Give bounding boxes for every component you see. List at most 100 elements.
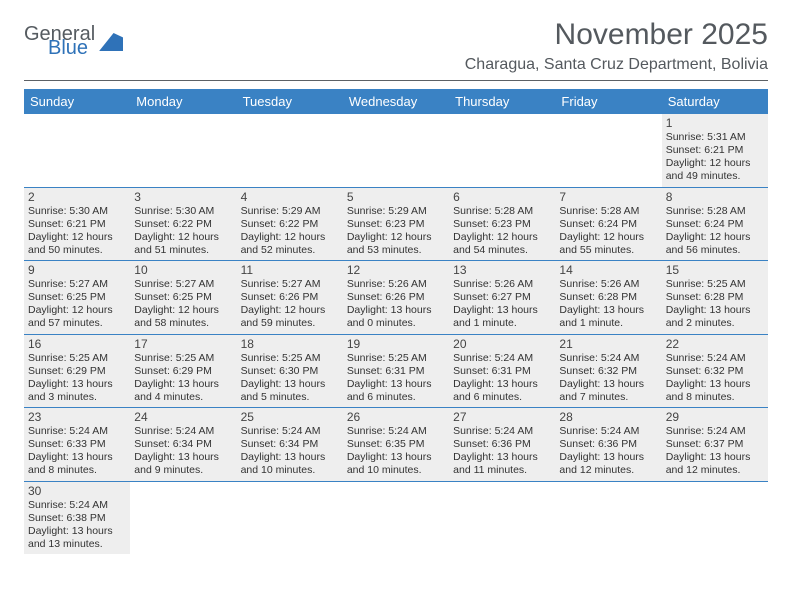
- sunset-text: Sunset: 6:21 PM: [666, 144, 764, 157]
- day-number: 23: [28, 410, 126, 424]
- week-row: 1Sunrise: 5:31 AMSunset: 6:21 PMDaylight…: [24, 114, 768, 188]
- sunrise-text: Sunrise: 5:24 AM: [241, 425, 339, 438]
- day-number: 11: [241, 263, 339, 277]
- daylight-text: Daylight: 13 hours and 9 minutes.: [134, 451, 232, 477]
- day-cell: 28Sunrise: 5:24 AMSunset: 6:36 PMDayligh…: [555, 408, 661, 481]
- sunrise-text: Sunrise: 5:25 AM: [241, 352, 339, 365]
- month-title: November 2025: [465, 18, 768, 52]
- day-cell: 21Sunrise: 5:24 AMSunset: 6:32 PMDayligh…: [555, 335, 661, 408]
- day-number: 17: [134, 337, 232, 351]
- day-cell: [555, 114, 661, 187]
- day-cell: 20Sunrise: 5:24 AMSunset: 6:31 PMDayligh…: [449, 335, 555, 408]
- sunrise-text: Sunrise: 5:25 AM: [134, 352, 232, 365]
- day-number: 27: [453, 410, 551, 424]
- day-cell: [343, 482, 449, 555]
- day-number: 1: [666, 116, 764, 130]
- day-number: 9: [28, 263, 126, 277]
- sunrise-text: Sunrise: 5:26 AM: [559, 278, 657, 291]
- day-cell: 24Sunrise: 5:24 AMSunset: 6:34 PMDayligh…: [130, 408, 236, 481]
- daylight-text: Daylight: 13 hours and 2 minutes.: [666, 304, 764, 330]
- sunrise-text: Sunrise: 5:29 AM: [241, 205, 339, 218]
- sunset-text: Sunset: 6:27 PM: [453, 291, 551, 304]
- sunrise-text: Sunrise: 5:31 AM: [666, 131, 764, 144]
- sunrise-text: Sunrise: 5:24 AM: [28, 425, 126, 438]
- day-cell: 7Sunrise: 5:28 AMSunset: 6:24 PMDaylight…: [555, 188, 661, 261]
- daylight-text: Daylight: 13 hours and 12 minutes.: [559, 451, 657, 477]
- day-number: 18: [241, 337, 339, 351]
- sunrise-text: Sunrise: 5:24 AM: [559, 425, 657, 438]
- sunset-text: Sunset: 6:29 PM: [28, 365, 126, 378]
- daylight-text: Daylight: 12 hours and 52 minutes.: [241, 231, 339, 257]
- day-cell: 29Sunrise: 5:24 AMSunset: 6:37 PMDayligh…: [662, 408, 768, 481]
- sunset-text: Sunset: 6:26 PM: [241, 291, 339, 304]
- daylight-text: Daylight: 12 hours and 57 minutes.: [28, 304, 126, 330]
- sunset-text: Sunset: 6:25 PM: [28, 291, 126, 304]
- sunset-text: Sunset: 6:33 PM: [28, 438, 126, 451]
- day-cell: [555, 482, 661, 555]
- day-cell: 10Sunrise: 5:27 AMSunset: 6:25 PMDayligh…: [130, 261, 236, 334]
- sunset-text: Sunset: 6:37 PM: [666, 438, 764, 451]
- day-number: 30: [28, 484, 126, 498]
- day-cell: 23Sunrise: 5:24 AMSunset: 6:33 PMDayligh…: [24, 408, 130, 481]
- day-cell: 9Sunrise: 5:27 AMSunset: 6:25 PMDaylight…: [24, 261, 130, 334]
- daylight-text: Daylight: 13 hours and 7 minutes.: [559, 378, 657, 404]
- daylight-text: Daylight: 13 hours and 5 minutes.: [241, 378, 339, 404]
- sunset-text: Sunset: 6:28 PM: [666, 291, 764, 304]
- day-number: 14: [559, 263, 657, 277]
- sunset-text: Sunset: 6:23 PM: [453, 218, 551, 231]
- day-number: 7: [559, 190, 657, 204]
- sunset-text: Sunset: 6:38 PM: [28, 512, 126, 525]
- day-cell: 3Sunrise: 5:30 AMSunset: 6:22 PMDaylight…: [130, 188, 236, 261]
- day-number: 16: [28, 337, 126, 351]
- day-cell: 2Sunrise: 5:30 AMSunset: 6:21 PMDaylight…: [24, 188, 130, 261]
- day-cell: [449, 114, 555, 187]
- sunrise-text: Sunrise: 5:30 AM: [28, 205, 126, 218]
- daylight-text: Daylight: 12 hours and 50 minutes.: [28, 231, 126, 257]
- sunset-text: Sunset: 6:23 PM: [347, 218, 445, 231]
- day-header: Sunday: [24, 89, 130, 114]
- day-number: 21: [559, 337, 657, 351]
- sunset-text: Sunset: 6:22 PM: [134, 218, 232, 231]
- week-row: 2Sunrise: 5:30 AMSunset: 6:21 PMDaylight…: [24, 188, 768, 262]
- day-cell: 14Sunrise: 5:26 AMSunset: 6:28 PMDayligh…: [555, 261, 661, 334]
- day-number: 3: [134, 190, 232, 204]
- sunrise-text: Sunrise: 5:25 AM: [666, 278, 764, 291]
- day-number: 8: [666, 190, 764, 204]
- day-number: 2: [28, 190, 126, 204]
- sunrise-text: Sunrise: 5:26 AM: [453, 278, 551, 291]
- sunset-text: Sunset: 6:35 PM: [347, 438, 445, 451]
- daylight-text: Daylight: 12 hours and 56 minutes.: [666, 231, 764, 257]
- daylight-text: Daylight: 12 hours and 55 minutes.: [559, 231, 657, 257]
- day-cell: 8Sunrise: 5:28 AMSunset: 6:24 PMDaylight…: [662, 188, 768, 261]
- day-header: Tuesday: [237, 89, 343, 114]
- daylight-text: Daylight: 12 hours and 49 minutes.: [666, 157, 764, 183]
- day-cell: [130, 114, 236, 187]
- daylight-text: Daylight: 13 hours and 4 minutes.: [134, 378, 232, 404]
- sunset-text: Sunset: 6:31 PM: [453, 365, 551, 378]
- day-header: Friday: [555, 89, 661, 114]
- sunset-text: Sunset: 6:24 PM: [666, 218, 764, 231]
- sunset-text: Sunset: 6:31 PM: [347, 365, 445, 378]
- sunrise-text: Sunrise: 5:24 AM: [134, 425, 232, 438]
- day-number: 26: [347, 410, 445, 424]
- header: General Blue November 2025 Charagua, San…: [24, 18, 768, 74]
- daylight-text: Daylight: 12 hours and 58 minutes.: [134, 304, 232, 330]
- daylight-text: Daylight: 13 hours and 12 minutes.: [666, 451, 764, 477]
- day-number: 25: [241, 410, 339, 424]
- day-cell: 13Sunrise: 5:26 AMSunset: 6:27 PMDayligh…: [449, 261, 555, 334]
- sunrise-text: Sunrise: 5:24 AM: [666, 352, 764, 365]
- day-cell: 15Sunrise: 5:25 AMSunset: 6:28 PMDayligh…: [662, 261, 768, 334]
- day-number: 22: [666, 337, 764, 351]
- location-text: Charagua, Santa Cruz Department, Bolivia: [465, 56, 768, 74]
- sunrise-text: Sunrise: 5:30 AM: [134, 205, 232, 218]
- sunrise-text: Sunrise: 5:25 AM: [28, 352, 126, 365]
- logo-part2: Blue: [48, 38, 95, 58]
- day-header-row: Sunday Monday Tuesday Wednesday Thursday…: [24, 89, 768, 114]
- sunrise-text: Sunrise: 5:28 AM: [453, 205, 551, 218]
- day-cell: 27Sunrise: 5:24 AMSunset: 6:36 PMDayligh…: [449, 408, 555, 481]
- calendar-body: 1Sunrise: 5:31 AMSunset: 6:21 PMDaylight…: [24, 114, 768, 554]
- sunrise-text: Sunrise: 5:25 AM: [347, 352, 445, 365]
- daylight-text: Daylight: 13 hours and 0 minutes.: [347, 304, 445, 330]
- sunrise-text: Sunrise: 5:27 AM: [134, 278, 232, 291]
- day-cell: 6Sunrise: 5:28 AMSunset: 6:23 PMDaylight…: [449, 188, 555, 261]
